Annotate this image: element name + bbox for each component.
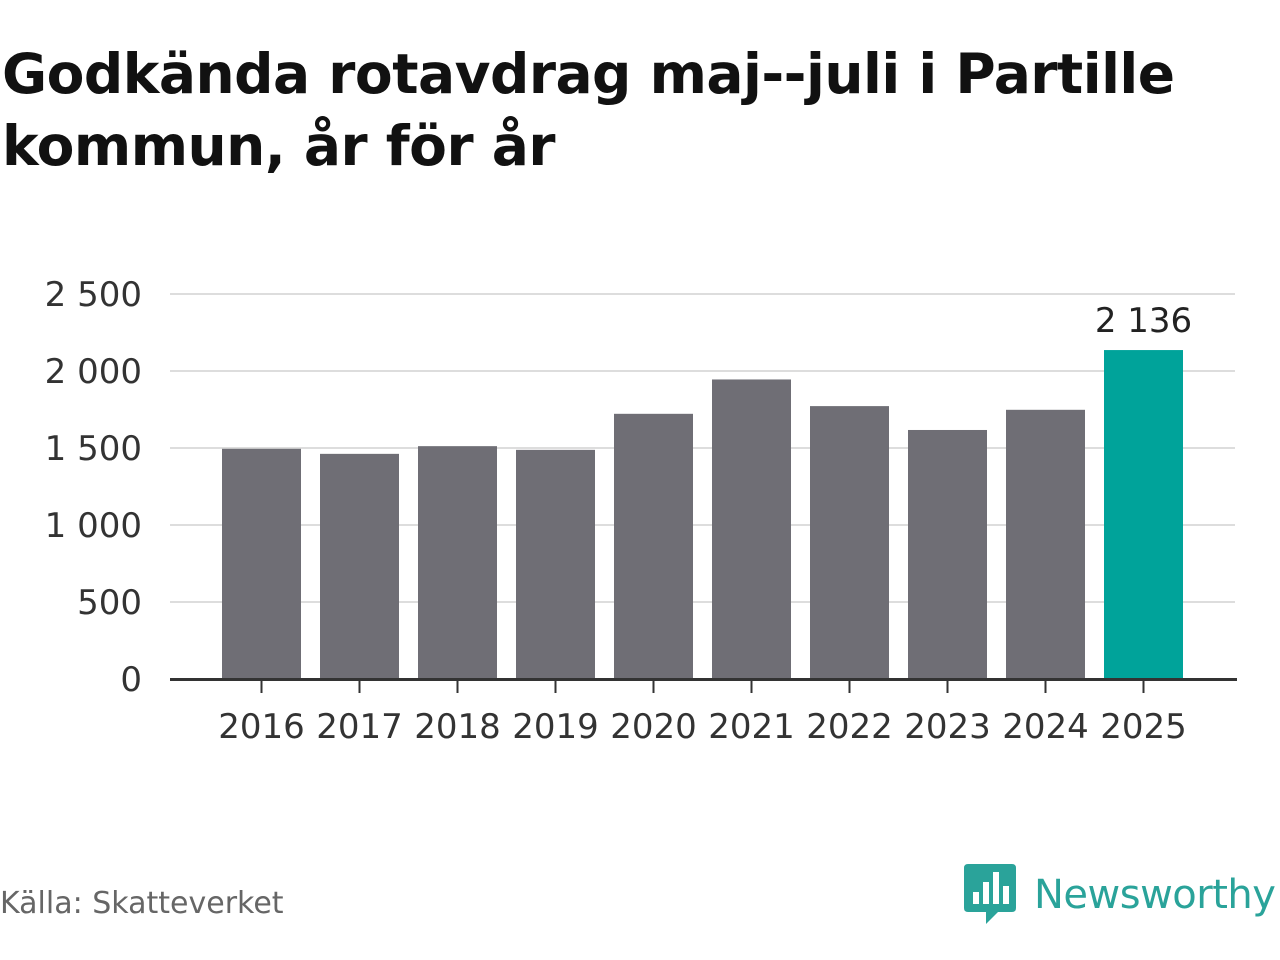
data-labels: 2 136 <box>1095 301 1192 341</box>
chart-title: Godkända rotavdrag maj--juli i Partille … <box>2 42 1175 178</box>
x-tick-label-2025: 2025 <box>1100 707 1187 747</box>
bar-2025 <box>1104 350 1183 679</box>
bar-2021 <box>712 379 791 679</box>
y-tick-label-1500: 1 500 <box>45 429 142 469</box>
source-note: Källa: Skatteverket <box>0 886 284 921</box>
bar-2024 <box>1006 409 1085 679</box>
x-tick-label-2022: 2022 <box>806 707 893 747</box>
x-tick-label-2020: 2020 <box>610 707 697 747</box>
data-label-2025: 2 136 <box>1095 301 1192 341</box>
bar-2020 <box>614 413 693 679</box>
y-axis-ticks: 0 500 1 000 1 500 2 000 2 500 <box>45 275 142 700</box>
bar-2019 <box>516 449 595 679</box>
bar-2017 <box>320 453 399 679</box>
y-tick-label-1000: 1 000 <box>45 506 142 546</box>
bar-2016 <box>222 448 301 679</box>
y-tick-label-500: 500 <box>77 583 142 623</box>
brand: Newsworthy <box>964 864 1276 926</box>
x-tick-label-2024: 2024 <box>1002 707 1089 747</box>
x-tick-label-2018: 2018 <box>414 707 501 747</box>
bars <box>222 350 1183 679</box>
x-tick-label-2016: 2016 <box>218 707 305 747</box>
bar-2023 <box>908 429 987 679</box>
x-tick-label-2023: 2023 <box>904 707 991 747</box>
x-tick-label-2019: 2019 <box>512 707 599 747</box>
x-axis-ticks: 2016 2017 2018 2019 2020 2021 2022 2023 2024 2025 <box>218 679 1187 747</box>
x-tick-label-2017: 2017 <box>316 707 403 747</box>
y-tick-label-2500: 2 500 <box>45 275 142 315</box>
y-tick-label-2000: 2 000 <box>45 352 142 392</box>
brand-name: Newsworthy <box>1034 872 1276 918</box>
bar-2018 <box>418 446 497 679</box>
newsworthy-logo-icon <box>964 864 1016 924</box>
bar-2022 <box>810 406 889 679</box>
x-tick-label-2021: 2021 <box>708 707 795 747</box>
y-tick-label-0: 0 <box>120 660 142 700</box>
